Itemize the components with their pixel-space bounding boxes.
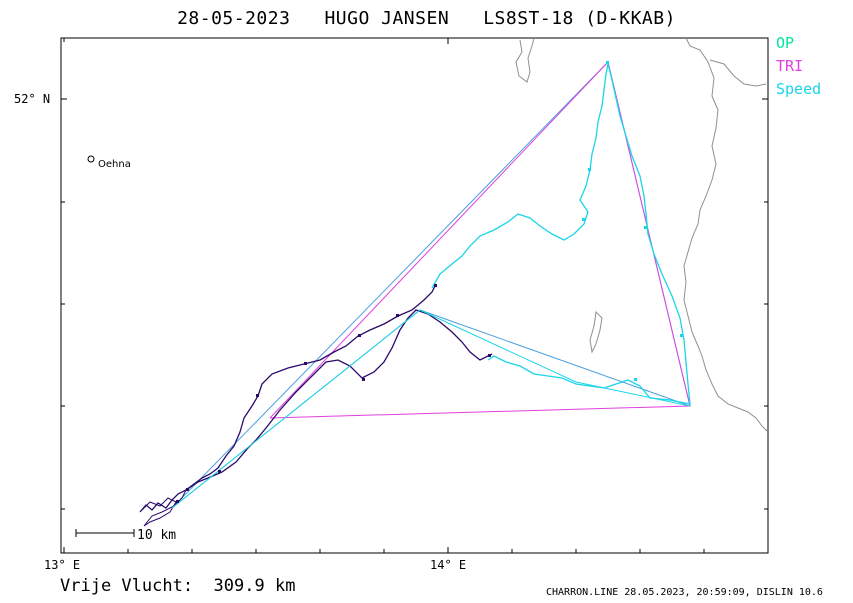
lon-label-14: 14° E	[430, 558, 466, 572]
scale-bar-label: 10 km	[137, 528, 176, 543]
legend-tri: TRI	[776, 57, 804, 75]
credits-line: CHARRON.LINE 28.05.2023, 20:59:09, DISLI…	[546, 587, 823, 598]
lat-ticks	[61, 98, 768, 510]
lon-label-13: 13° E	[44, 558, 80, 572]
track-markers	[176, 284, 491, 503]
flight-track-start	[141, 489, 187, 527]
flight-track-speed-2	[171, 309, 691, 509]
lon-ticks	[63, 38, 705, 553]
aircraft-id: LS8ST-18 (D-KKAB)	[483, 8, 676, 29]
map-title: 28-05-2023 HUGO JANSEN LS8ST-18 (D-KKAB)	[0, 8, 853, 29]
legend-op: OP	[776, 34, 795, 52]
flight-track-dark-2	[185, 309, 493, 491]
tri-line	[269, 60, 691, 419]
pilot-name: HUGO JANSEN	[324, 8, 450, 29]
flight-date: 28-05-2023	[177, 8, 291, 29]
speed-markers	[582, 61, 683, 381]
map-frame	[60, 37, 769, 554]
place-label-oehna: Oehna	[98, 159, 131, 170]
lat-label-52: 52° N	[14, 92, 50, 106]
op-line	[171, 61, 691, 509]
legend-speed: Speed	[776, 80, 822, 98]
flight-track-speed	[431, 63, 691, 405]
place-marker-oehna	[87, 155, 95, 163]
distance-summary: Vrije Vlucht: 309.9 km	[60, 576, 295, 596]
distance-value: 309.9 km	[213, 576, 296, 596]
coastline	[515, 37, 769, 433]
scale-bar	[75, 529, 135, 537]
distance-label: Vrije Vlucht:	[60, 576, 194, 596]
flight-track-dark	[139, 283, 437, 513]
